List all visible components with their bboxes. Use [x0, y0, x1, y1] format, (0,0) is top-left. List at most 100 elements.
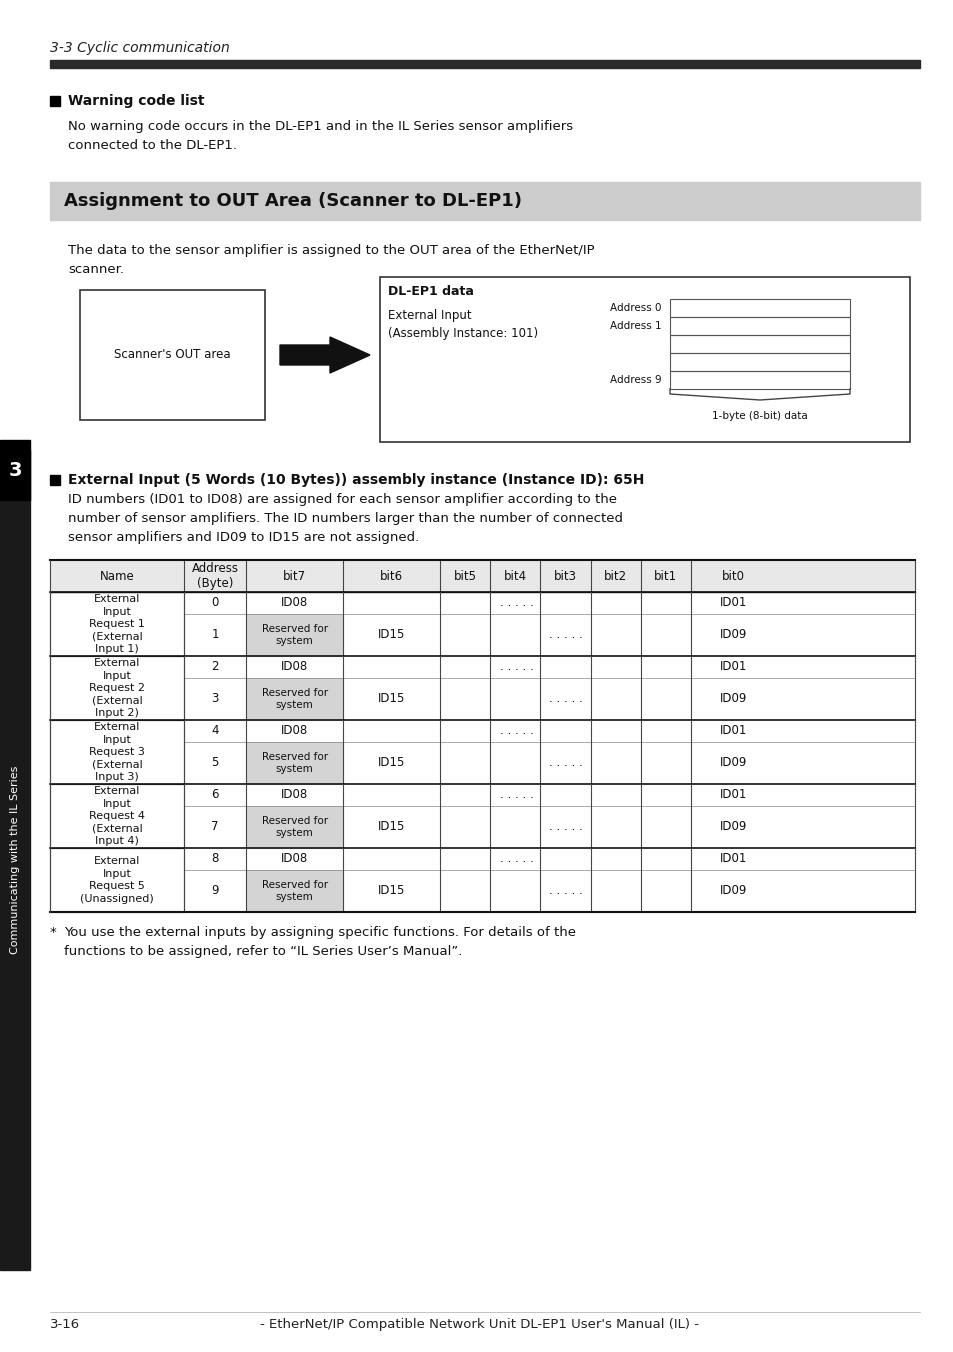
Text: External
Input
Request 2
(External
Input 2): External Input Request 2 (External Input…	[89, 658, 145, 718]
Text: ID08: ID08	[281, 853, 308, 865]
Text: ID01: ID01	[720, 596, 747, 610]
Text: You use the external inputs by assigning specific functions. For details of the
: You use the external inputs by assigning…	[64, 926, 576, 959]
Text: Reserved for
system: Reserved for system	[261, 688, 328, 710]
Text: 3-3 Cyclic communication: 3-3 Cyclic communication	[50, 41, 230, 55]
Text: No warning code occurs in the DL-EP1 and in the IL Series sensor amplifiers
conn: No warning code occurs in the DL-EP1 and…	[68, 120, 573, 151]
Text: 7: 7	[212, 821, 219, 833]
Bar	[246, 869, 343, 913]
Text: ID15: ID15	[377, 821, 405, 833]
Text: 1: 1	[212, 629, 219, 641]
Bar	[50, 183, 919, 220]
Text: . . . . .: . . . . .	[499, 596, 534, 610]
Text: . . . . .: . . . . .	[548, 884, 581, 898]
Bar	[0, 450, 30, 1270]
Text: 6: 6	[212, 788, 219, 802]
Text: bit7: bit7	[283, 569, 306, 583]
Bar	[669, 335, 849, 353]
Text: . . . . .: . . . . .	[548, 821, 581, 833]
Bar	[669, 299, 849, 316]
Text: External Input (5 Words (10 Bytes)) assembly instance (Instance ID): 65H: External Input (5 Words (10 Bytes)) asse…	[68, 473, 643, 487]
Text: bit0: bit0	[721, 569, 744, 583]
Bar	[50, 560, 914, 592]
Text: Warning code list: Warning code list	[68, 95, 204, 108]
Text: Name: Name	[99, 569, 134, 583]
Text: . . . . .: . . . . .	[548, 629, 581, 641]
Text: Reserved for
system: Reserved for system	[261, 880, 328, 902]
Bar	[50, 848, 184, 913]
Text: ID numbers (ID01 to ID08) are assigned for each sensor amplifier according to th: ID numbers (ID01 to ID08) are assigned f…	[68, 493, 622, 544]
Bar	[50, 592, 184, 656]
Text: ID01: ID01	[720, 725, 747, 737]
Text: Communicating with the IL Series: Communicating with the IL Series	[10, 765, 20, 955]
Bar	[246, 677, 343, 721]
Text: Address 9: Address 9	[610, 375, 661, 385]
Text: 3-16: 3-16	[50, 1318, 80, 1330]
Text: bit5: bit5	[454, 569, 476, 583]
Text: . . . . .: . . . . .	[499, 853, 534, 865]
Text: 5: 5	[212, 757, 218, 769]
Text: ID01: ID01	[720, 853, 747, 865]
Text: - EtherNet/IP Compatible Network Unit DL-EP1 User's Manual (IL) -: - EtherNet/IP Compatible Network Unit DL…	[260, 1318, 699, 1330]
Bar	[50, 784, 184, 848]
Text: bit2: bit2	[603, 569, 627, 583]
Text: ID09: ID09	[720, 884, 747, 898]
Text: Reserved for
system: Reserved for system	[261, 815, 328, 838]
Text: ID08: ID08	[281, 661, 308, 673]
Bar	[379, 277, 909, 442]
Text: 3: 3	[9, 461, 22, 480]
Text: External
Input
Request 1
(External
Input 1): External Input Request 1 (External Input…	[89, 594, 145, 654]
Bar	[50, 721, 184, 784]
Text: *: *	[50, 926, 56, 940]
Bar	[50, 475, 60, 485]
Text: Scanner's OUT area: Scanner's OUT area	[114, 349, 231, 361]
Text: 2: 2	[212, 661, 219, 673]
Text: External
Input
Request 5
(Unassigned): External Input Request 5 (Unassigned)	[80, 856, 153, 903]
Text: bit6: bit6	[379, 569, 403, 583]
Text: DL-EP1 data: DL-EP1 data	[388, 285, 474, 297]
Text: The data to the sensor amplifier is assigned to the OUT area of the EtherNet/IP
: The data to the sensor amplifier is assi…	[68, 243, 594, 276]
Text: bit1: bit1	[654, 569, 677, 583]
Text: ID08: ID08	[281, 788, 308, 802]
Text: ID08: ID08	[281, 725, 308, 737]
Text: bit4: bit4	[503, 569, 526, 583]
Text: ID09: ID09	[720, 629, 747, 641]
Text: External Input
(Assembly Instance: 101): External Input (Assembly Instance: 101)	[388, 310, 537, 339]
Text: ID08: ID08	[281, 596, 308, 610]
Text: . . . . .: . . . . .	[499, 725, 534, 737]
Bar	[246, 614, 343, 656]
Bar	[246, 742, 343, 784]
Text: 0: 0	[212, 596, 218, 610]
Text: . . . . .: . . . . .	[548, 757, 581, 769]
Text: ID09: ID09	[720, 821, 747, 833]
Text: . . . . .: . . . . .	[499, 661, 534, 673]
Bar	[50, 656, 184, 721]
Bar	[246, 806, 343, 848]
Bar	[50, 96, 60, 105]
Text: Reserved for
system: Reserved for system	[261, 752, 328, 775]
Text: Address 0: Address 0	[610, 303, 661, 314]
Text: ID09: ID09	[720, 692, 747, 706]
Polygon shape	[280, 337, 370, 373]
Text: . . . . .: . . . . .	[499, 788, 534, 802]
Text: Assignment to OUT Area (Scanner to DL-EP1): Assignment to OUT Area (Scanner to DL-EP…	[64, 192, 521, 210]
Text: 1-byte (8-bit) data: 1-byte (8-bit) data	[711, 411, 807, 420]
Text: Address 1: Address 1	[610, 320, 661, 331]
Text: ID15: ID15	[377, 692, 405, 706]
Bar	[669, 353, 849, 370]
Text: ID15: ID15	[377, 884, 405, 898]
Text: 9: 9	[212, 884, 219, 898]
Bar	[50, 59, 919, 68]
Text: Address
(Byte): Address (Byte)	[192, 562, 238, 589]
Text: ID09: ID09	[720, 757, 747, 769]
Bar	[669, 370, 849, 389]
Text: ID15: ID15	[377, 629, 405, 641]
Text: ID15: ID15	[377, 757, 405, 769]
Bar	[80, 289, 265, 420]
Text: External
Input
Request 3
(External
Input 3): External Input Request 3 (External Input…	[89, 722, 145, 781]
Bar	[669, 316, 849, 335]
Text: ID01: ID01	[720, 661, 747, 673]
Text: . . . . .: . . . . .	[548, 692, 581, 706]
Text: External
Input
Request 4
(External
Input 4): External Input Request 4 (External Input…	[89, 787, 145, 846]
Text: Reserved for
system: Reserved for system	[261, 623, 328, 646]
Bar	[0, 439, 30, 500]
